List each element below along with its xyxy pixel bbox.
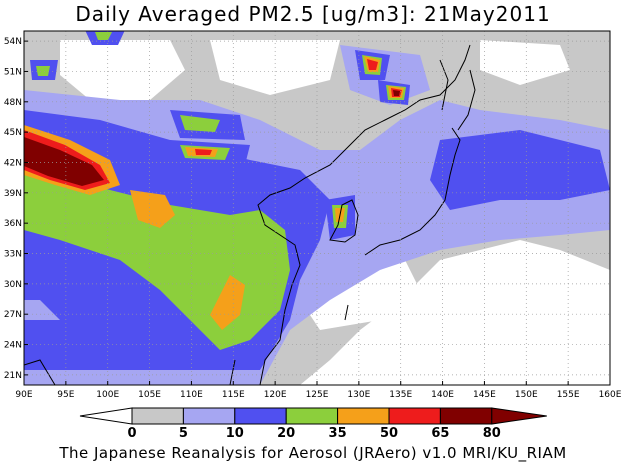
- lat-tick-label: 54N: [4, 37, 22, 47]
- lon-tick-label: 150E: [515, 390, 538, 400]
- lon-tick-label: 120E: [264, 390, 287, 400]
- colorbar-swatch: [285, 407, 339, 425]
- lat-tick-label: 36N: [4, 219, 22, 229]
- coastline: [24, 44, 476, 385]
- colorbar-label: 50: [380, 426, 398, 441]
- lat-tick-label: 30N: [4, 280, 22, 290]
- colorbar-over-triangle: [491, 407, 547, 425]
- lat-tick-label: 39N: [4, 189, 22, 199]
- contour-80: [24, 137, 104, 186]
- contour-80: [393, 90, 400, 96]
- colorbar-label: 65: [431, 426, 449, 441]
- axis-ticks: 90E 95E 100E 105E 110E 115E 120E 125E 130E 135E 14…: [4, 37, 622, 400]
- lat-tick-label: 48N: [4, 98, 22, 108]
- lon-tick-label: 155E: [557, 390, 580, 400]
- colorbar-label: 10: [226, 426, 244, 441]
- lon-tick-label: 160E: [599, 390, 622, 400]
- lat-tick-label: 24N: [4, 341, 22, 351]
- clear-area: [480, 40, 570, 85]
- contour-20: [430, 130, 610, 210]
- contour-65: [195, 149, 212, 155]
- grid-lines: [24, 31, 610, 385]
- colorbar-swatch: [234, 407, 287, 425]
- clear-area: [60, 40, 185, 100]
- map-title: Daily Averaged PM2.5 [ug/m3]: 21May2011: [75, 2, 551, 26]
- lon-tick-label: 135E: [389, 390, 412, 400]
- contour-35: [180, 115, 220, 132]
- lat-tick-label: 27N: [4, 310, 22, 320]
- lon-tick-label: 100E: [96, 390, 119, 400]
- clear-area: [300, 270, 610, 385]
- footer-credit: The Japanese Reanalysis for Aerosol (JRA…: [59, 444, 567, 462]
- lon-tick-label: 90E: [15, 390, 32, 400]
- contour-35: [95, 32, 112, 40]
- colorbar-label: 0: [127, 426, 136, 441]
- contour-50: [210, 275, 245, 330]
- colorbar-swatch: [131, 407, 184, 425]
- colorbar: 0 5 10 20 35 50 65 80: [79, 407, 547, 441]
- contour-35: [36, 66, 50, 76]
- lon-tick-label: 95E: [57, 390, 74, 400]
- colorbar-swatch: [182, 407, 236, 425]
- contour-65: [367, 59, 378, 70]
- lon-tick-label: 110E: [180, 390, 203, 400]
- colorbar-label: 80: [483, 426, 501, 441]
- lat-tick-label: 45N: [4, 128, 22, 138]
- colorbar-label: 20: [277, 426, 295, 441]
- colorbar-under-triangle: [79, 407, 133, 425]
- colorbar-label: 35: [329, 426, 347, 441]
- colorbar-swatch: [388, 407, 441, 425]
- lon-tick-label: 105E: [138, 390, 161, 400]
- colorbar-swatch: [439, 407, 493, 425]
- lon-tick-label: 115E: [222, 390, 245, 400]
- lon-tick-label: 145E: [473, 390, 496, 400]
- lon-tick-label: 125E: [306, 390, 329, 400]
- lon-tick-label: 140E: [431, 390, 454, 400]
- colorbar-label: 5: [179, 426, 188, 441]
- contour-50: [130, 190, 175, 228]
- lat-tick-label: 33N: [4, 250, 22, 260]
- lat-tick-label: 51N: [4, 67, 22, 77]
- lat-tick-label: 21N: [4, 371, 22, 381]
- lat-tick-label: 42N: [4, 158, 22, 168]
- lon-tick-label: 130E: [347, 390, 370, 400]
- colorbar-swatch: [337, 407, 390, 425]
